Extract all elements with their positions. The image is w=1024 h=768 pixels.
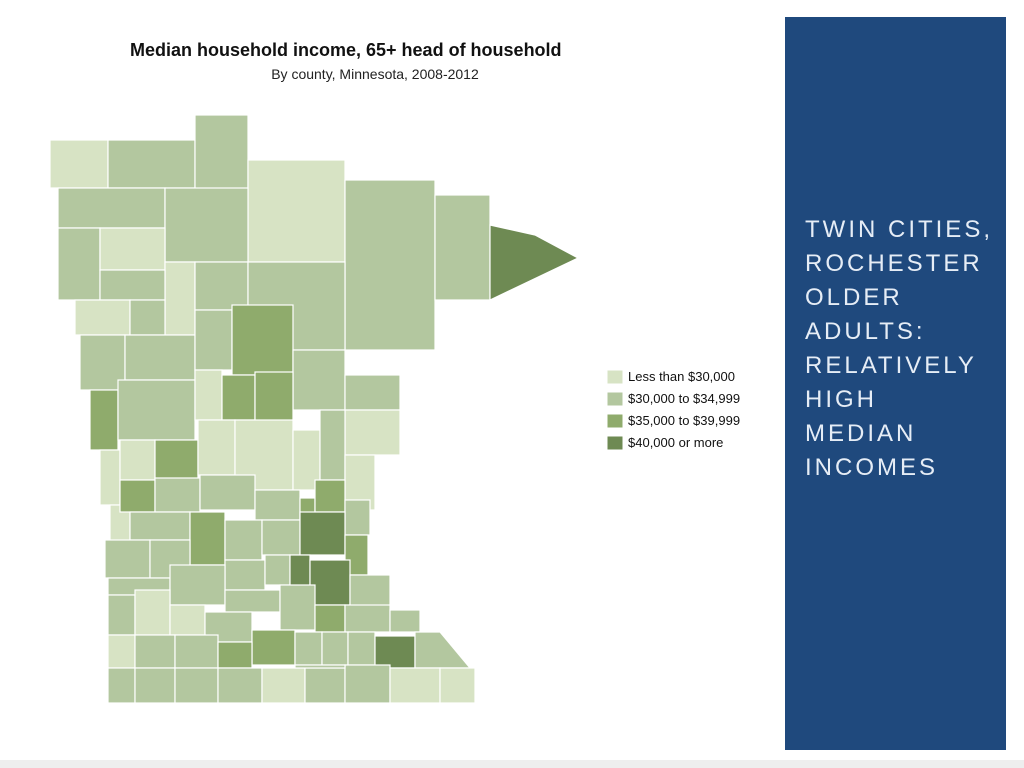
legend-swatch (606, 413, 624, 429)
legend-swatch (606, 391, 624, 407)
footer-strip (0, 760, 1024, 768)
legend-swatch (606, 369, 624, 385)
heading-line: INCOMES (805, 454, 938, 481)
heading-line: HIGH (805, 386, 877, 413)
sidebar-panel (785, 17, 1006, 750)
legend-label: $40,000 or more (628, 435, 723, 450)
heading-line: ROCHESTER (805, 250, 983, 277)
legend-label: $35,000 to $39,999 (628, 413, 740, 428)
heading-line: MEDIAN (805, 420, 916, 447)
map-subtitle: By county, Minnesota, 2008-2012 (271, 66, 479, 82)
sidebar-heading: TWIN CITIES, ROCHESTER OLDER ADULTS: RELATIV… (805, 216, 993, 481)
legend-label: $30,000 to $34,999 (628, 391, 740, 406)
heading-line: OLDER (805, 284, 903, 311)
county-map (49, 114, 580, 704)
legend-label: Less than $30,000 (628, 369, 735, 384)
heading-line: ADULTS: (805, 318, 926, 345)
heading-line: TWIN CITIES, (805, 216, 993, 243)
legend-swatch (606, 435, 624, 451)
legend: Less than $30,000 $30,000 to $34,999 $35,0… (606, 369, 740, 451)
map-title: Median household income, 65+ head of hou… (130, 40, 562, 60)
heading-line: RELATIVELY (805, 352, 977, 379)
